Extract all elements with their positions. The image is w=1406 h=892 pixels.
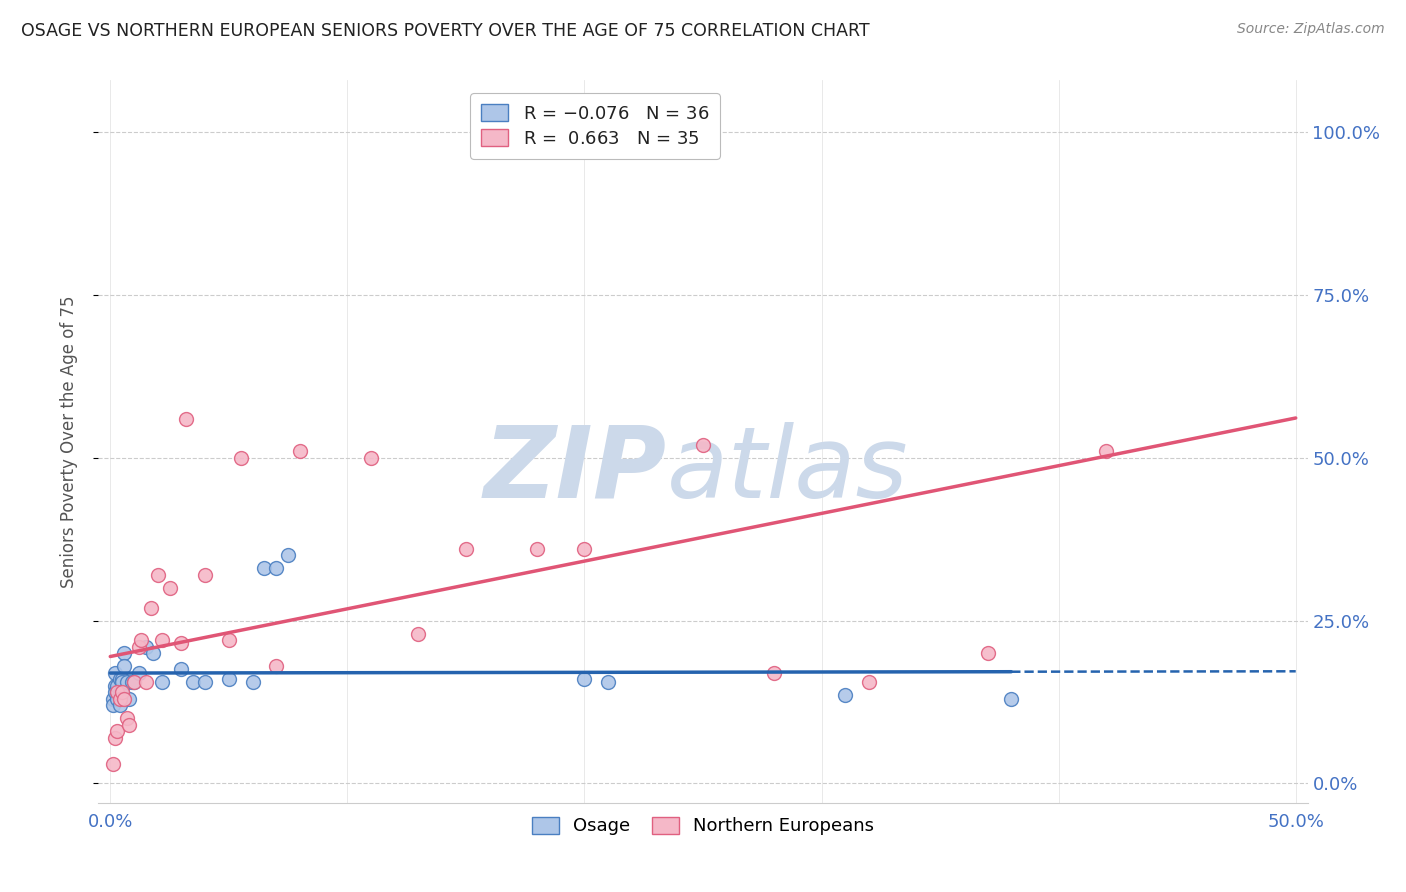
Point <box>264 561 287 575</box>
Point <box>101 756 124 771</box>
Point <box>454 541 477 556</box>
Point <box>101 698 124 713</box>
Legend: Osage, Northern Europeans: Osage, Northern Europeans <box>523 807 883 845</box>
Point <box>101 691 124 706</box>
Point <box>111 672 134 686</box>
Point <box>115 675 138 690</box>
Point <box>108 685 131 699</box>
Point <box>763 665 786 680</box>
Point <box>105 691 128 706</box>
Point <box>574 672 596 686</box>
Point <box>242 675 264 690</box>
Point <box>118 691 141 706</box>
Point <box>121 675 143 690</box>
Point <box>194 568 217 582</box>
Point <box>526 541 548 556</box>
Point <box>105 679 128 693</box>
Point <box>574 541 596 556</box>
Point <box>159 581 181 595</box>
Point <box>152 675 174 690</box>
Point <box>111 685 134 699</box>
Point <box>218 672 240 686</box>
Point <box>104 685 127 699</box>
Point <box>135 675 157 690</box>
Point <box>170 636 193 650</box>
Point <box>104 731 127 745</box>
Point <box>105 685 128 699</box>
Y-axis label: Seniors Poverty Over the Age of 75: Seniors Poverty Over the Age of 75 <box>59 295 77 588</box>
Point <box>108 698 131 713</box>
Point <box>114 691 136 706</box>
Text: Source: ZipAtlas.com: Source: ZipAtlas.com <box>1237 22 1385 37</box>
Point <box>111 675 134 690</box>
Point <box>1000 691 1022 706</box>
Text: ZIP: ZIP <box>484 422 666 519</box>
Point <box>129 633 152 648</box>
Point <box>858 675 880 690</box>
Point <box>104 679 127 693</box>
Point <box>229 450 252 465</box>
Point <box>139 600 162 615</box>
Point <box>135 640 157 654</box>
Point <box>111 685 134 699</box>
Point <box>105 685 128 699</box>
Point <box>114 659 136 673</box>
Point <box>218 633 240 648</box>
Point <box>598 675 620 690</box>
Point <box>152 633 174 648</box>
Text: OSAGE VS NORTHERN EUROPEAN SENIORS POVERTY OVER THE AGE OF 75 CORRELATION CHART: OSAGE VS NORTHERN EUROPEAN SENIORS POVER… <box>21 22 870 40</box>
Point <box>194 675 217 690</box>
Point <box>122 675 145 690</box>
Point <box>1095 444 1118 458</box>
Point <box>408 626 430 640</box>
Point <box>122 675 145 690</box>
Point <box>146 568 169 582</box>
Point <box>105 724 128 739</box>
Point <box>692 438 714 452</box>
Point <box>108 672 131 686</box>
Point <box>288 444 311 458</box>
Point <box>170 662 193 676</box>
Point <box>108 691 131 706</box>
Point <box>834 689 856 703</box>
Text: atlas: atlas <box>666 422 908 519</box>
Point <box>277 549 299 563</box>
Point <box>174 411 197 425</box>
Point <box>118 717 141 731</box>
Point <box>181 675 204 690</box>
Point <box>253 561 276 575</box>
Point <box>128 665 150 680</box>
Point <box>114 646 136 660</box>
Point <box>115 711 138 725</box>
Point <box>128 640 150 654</box>
Point <box>104 665 127 680</box>
Point <box>976 646 998 660</box>
Point <box>360 450 382 465</box>
Point <box>264 659 287 673</box>
Point <box>142 646 165 660</box>
